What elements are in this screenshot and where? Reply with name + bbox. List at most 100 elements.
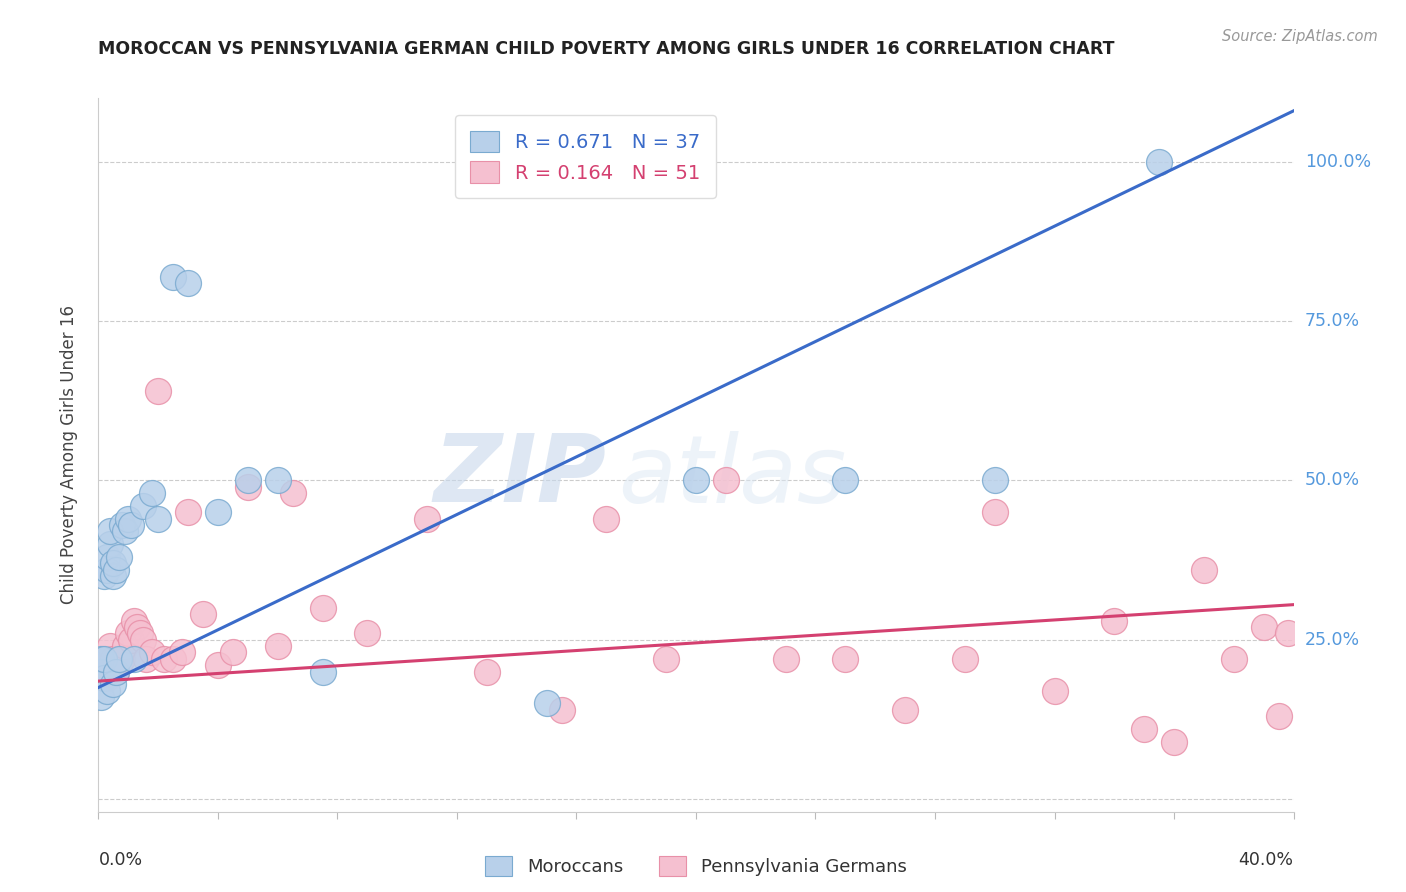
Point: [281, 486, 304, 500]
Point: [536, 697, 558, 711]
Point: [236, 474, 259, 488]
Point: [356, 626, 378, 640]
Y-axis label: Child Poverty Among Girls Under 16: Child Poverty Among Girls Under 16: [59, 305, 77, 605]
Point: [1277, 626, 1299, 640]
Point: [550, 703, 572, 717]
Point: [98, 537, 122, 551]
Point: [177, 276, 200, 290]
Point: [311, 665, 333, 679]
Point: [714, 474, 737, 488]
Point: [1253, 620, 1275, 634]
Point: [98, 639, 122, 653]
Point: [162, 652, 184, 666]
Point: [103, 652, 125, 666]
Point: [894, 703, 917, 717]
Point: [96, 652, 118, 666]
Point: [90, 652, 112, 666]
Point: [108, 549, 131, 564]
Point: [775, 652, 797, 666]
Point: [124, 614, 146, 628]
Point: [105, 665, 128, 679]
Point: [1133, 722, 1156, 736]
Point: [90, 665, 112, 679]
Point: [132, 632, 155, 647]
Point: [93, 569, 115, 583]
Text: ZIP: ZIP: [433, 430, 606, 523]
Text: 75.0%: 75.0%: [1305, 312, 1360, 330]
Point: [1104, 614, 1126, 628]
Point: [983, 474, 1005, 488]
Point: [120, 518, 142, 533]
Point: [96, 549, 118, 564]
Point: [148, 384, 170, 399]
Point: [105, 563, 128, 577]
Point: [103, 677, 125, 691]
Point: [90, 690, 112, 704]
Point: [103, 569, 125, 583]
Text: 0.0%: 0.0%: [98, 851, 142, 869]
Point: [416, 511, 439, 525]
Point: [108, 658, 131, 673]
Text: 100.0%: 100.0%: [1305, 153, 1371, 171]
Text: 40.0%: 40.0%: [1239, 851, 1294, 869]
Point: [983, 505, 1005, 519]
Point: [117, 626, 139, 640]
Point: [595, 511, 617, 525]
Point: [93, 658, 115, 673]
Point: [135, 652, 157, 666]
Point: [114, 524, 136, 539]
Point: [141, 486, 163, 500]
Point: [141, 645, 163, 659]
Point: [1163, 734, 1185, 748]
Point: [148, 511, 170, 525]
Point: [236, 480, 259, 494]
Point: [96, 563, 118, 577]
Point: [685, 474, 707, 488]
Point: [98, 524, 122, 539]
Point: [127, 620, 149, 634]
Text: Source: ZipAtlas.com: Source: ZipAtlas.com: [1222, 29, 1378, 44]
Text: 25.0%: 25.0%: [1305, 631, 1360, 648]
Point: [834, 652, 856, 666]
Legend: Moroccans, Pennsylvania Germans: Moroccans, Pennsylvania Germans: [477, 847, 915, 885]
Point: [103, 556, 125, 570]
Point: [1192, 563, 1215, 577]
Point: [311, 600, 333, 615]
Point: [117, 511, 139, 525]
Point: [475, 665, 498, 679]
Point: [1267, 709, 1289, 723]
Point: [114, 639, 136, 653]
Point: [111, 652, 134, 666]
Point: [90, 665, 112, 679]
Point: [93, 671, 115, 685]
Point: [105, 665, 128, 679]
Point: [162, 269, 184, 284]
Point: [108, 652, 131, 666]
Point: [172, 645, 194, 659]
Point: [267, 639, 290, 653]
Point: [191, 607, 214, 622]
Point: [129, 626, 152, 640]
Point: [124, 652, 146, 666]
Point: [834, 474, 856, 488]
Point: [1147, 154, 1170, 169]
Point: [96, 683, 118, 698]
Point: [1223, 652, 1246, 666]
Point: [93, 652, 115, 666]
Point: [953, 652, 976, 666]
Text: 50.0%: 50.0%: [1305, 471, 1360, 490]
Point: [207, 658, 229, 673]
Point: [207, 505, 229, 519]
Point: [132, 499, 155, 513]
Point: [153, 652, 176, 666]
Point: [222, 645, 245, 659]
Text: MOROCCAN VS PENNSYLVANIA GERMAN CHILD POVERTY AMONG GIRLS UNDER 16 CORRELATION C: MOROCCAN VS PENNSYLVANIA GERMAN CHILD PO…: [98, 40, 1115, 58]
Point: [111, 518, 134, 533]
Text: atlas: atlas: [619, 431, 846, 522]
Point: [177, 505, 200, 519]
Point: [96, 671, 118, 685]
Point: [655, 652, 678, 666]
Point: [120, 632, 142, 647]
Point: [267, 474, 290, 488]
Point: [1043, 683, 1066, 698]
